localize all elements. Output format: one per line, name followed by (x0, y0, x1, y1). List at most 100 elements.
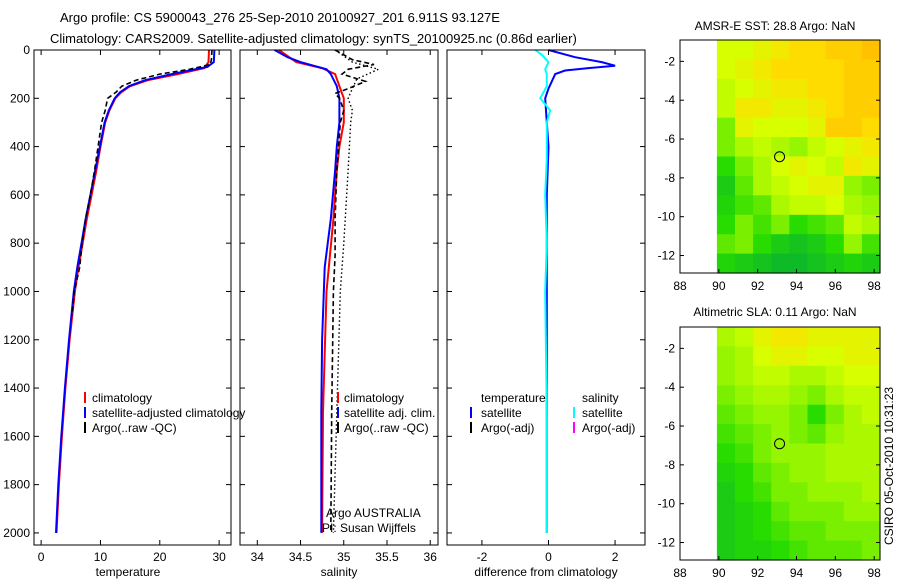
legend-swatch-black (84, 422, 86, 433)
heatmap-cell (807, 117, 827, 138)
x-tick-label: 94 (790, 566, 804, 580)
difference-xlabel: difference from climatology (474, 565, 617, 579)
heatmap-cell (789, 234, 809, 255)
y-tick-label: -8 (664, 458, 675, 472)
salinity-legend: climatology satellite adj. clim. Argo(..… (337, 391, 435, 435)
heatmap-cell (789, 482, 809, 503)
heatmap-cell (825, 137, 845, 158)
x-tick-label: 88 (673, 566, 687, 580)
heatmap-cell (735, 117, 754, 138)
heatmap-cell (843, 214, 863, 235)
heatmap-cell (807, 78, 827, 99)
heatmap-cell (807, 59, 827, 80)
heatmap-cell (807, 404, 827, 425)
heatmap-cell (771, 443, 790, 464)
y-tick-label: 1000 (3, 284, 30, 298)
heatmap-cell (753, 327, 772, 347)
heatmap-cell (735, 462, 754, 483)
heatmap-cell (771, 482, 790, 503)
heatmap-cell (735, 365, 754, 386)
heatmap-cell (861, 156, 881, 177)
heatmap-cell (716, 521, 736, 542)
heatmap-cell (807, 443, 827, 464)
figure-title-line1: Argo profile: CS 5900043_276 25-Sep-2010… (60, 10, 500, 25)
heatmap-cell (735, 327, 754, 347)
x-tick-label: 20 (153, 550, 167, 564)
heatmap-cell (843, 501, 863, 522)
series-line-argo-raw-qc- (71, 49, 213, 316)
heatmap-cell (825, 482, 845, 503)
heatmap-cell (843, 137, 863, 158)
y-tick-label: 1200 (3, 333, 30, 347)
heatmap-cell (771, 214, 790, 235)
heatmap-cell (716, 175, 736, 196)
heatmap-cell (716, 462, 736, 483)
heatmap-cell (843, 78, 863, 99)
y-tick-label: 0 (23, 43, 30, 57)
sst-map-title: AMSR-E SST: 28.8 Argo: NaN (695, 19, 856, 33)
heatmap-cell (843, 40, 863, 60)
heatmap-cell (843, 462, 863, 483)
heatmap-cell (843, 156, 863, 177)
heatmap-cell (807, 346, 827, 367)
y-tick-label: -10 (658, 497, 676, 511)
y-tick-label: 400 (10, 140, 30, 154)
heatmap-cell (825, 385, 845, 406)
heatmap-cell (825, 117, 845, 138)
heatmap-cell (789, 346, 809, 367)
heatmap-cell (825, 521, 845, 542)
heatmap-cell (825, 346, 845, 367)
legend-swatch-cyan (573, 407, 575, 418)
heatmap-cell (825, 501, 845, 522)
heatmap-cell (753, 462, 772, 483)
heatmap-cell (716, 214, 736, 235)
heatmap-cell (861, 540, 881, 561)
x-tick-label: -2 (477, 550, 488, 564)
legend-swatch-red (84, 392, 86, 403)
x-tick-label: 2 (612, 550, 619, 564)
y-tick-label: -2 (664, 341, 675, 355)
heatmap-cell (807, 156, 827, 177)
heatmap-cell (807, 365, 827, 386)
y-tick-label: 1400 (3, 381, 30, 395)
legend-label: satellite adj. clim. (344, 406, 435, 420)
heatmap-cell (735, 253, 754, 274)
series-line-satellite-adjusted-climatology (55, 49, 216, 533)
sla-map: Altimetric SLA: 0.11 Argo: NaN 88 90 92 94 9… (658, 305, 882, 580)
heatmap-cell (735, 443, 754, 464)
heatmap-cell (716, 78, 736, 99)
heatmap-cell (735, 137, 754, 158)
heatmap-cell (789, 443, 809, 464)
heatmap-cell (716, 156, 736, 177)
heatmap-cell (753, 540, 772, 561)
heatmap-cell (843, 521, 863, 542)
x-tick-label: 0 (545, 550, 552, 564)
heatmap-cell (771, 521, 790, 542)
heatmap-cell (843, 327, 863, 347)
heatmap-cell (789, 137, 809, 158)
legend-label: climatology (344, 391, 404, 405)
heatmap-cell (716, 443, 736, 464)
legend-swatch-black (470, 422, 472, 433)
legend-swatch-magenta (573, 422, 575, 433)
footer-stamp: CSIRO 05-Oct-2010 10:31:23 (882, 387, 896, 545)
heatmap-cell (807, 253, 827, 274)
difference-legend: temperature salinity satellite Argo(-adj… (470, 391, 635, 435)
heatmap-cell (771, 424, 790, 445)
heatmap-cell (753, 253, 772, 274)
heatmap-cell (753, 501, 772, 522)
x-tick-label: 34 (251, 550, 265, 564)
x-tick-label: 98 (867, 279, 881, 293)
plot-frame (446, 49, 646, 546)
heatmap-cell (753, 137, 772, 158)
x-tick-label: 36 (424, 550, 438, 564)
heatmap-cell (753, 443, 772, 464)
heatmap-cell (735, 234, 754, 255)
heatmap-cell (861, 137, 881, 158)
heatmap-cell (716, 482, 736, 503)
legend-label: satellite (481, 406, 522, 420)
y-tick-label: 1600 (3, 429, 30, 443)
legend-label: Argo(-adj) (481, 421, 534, 435)
heatmap-cell (735, 40, 754, 60)
